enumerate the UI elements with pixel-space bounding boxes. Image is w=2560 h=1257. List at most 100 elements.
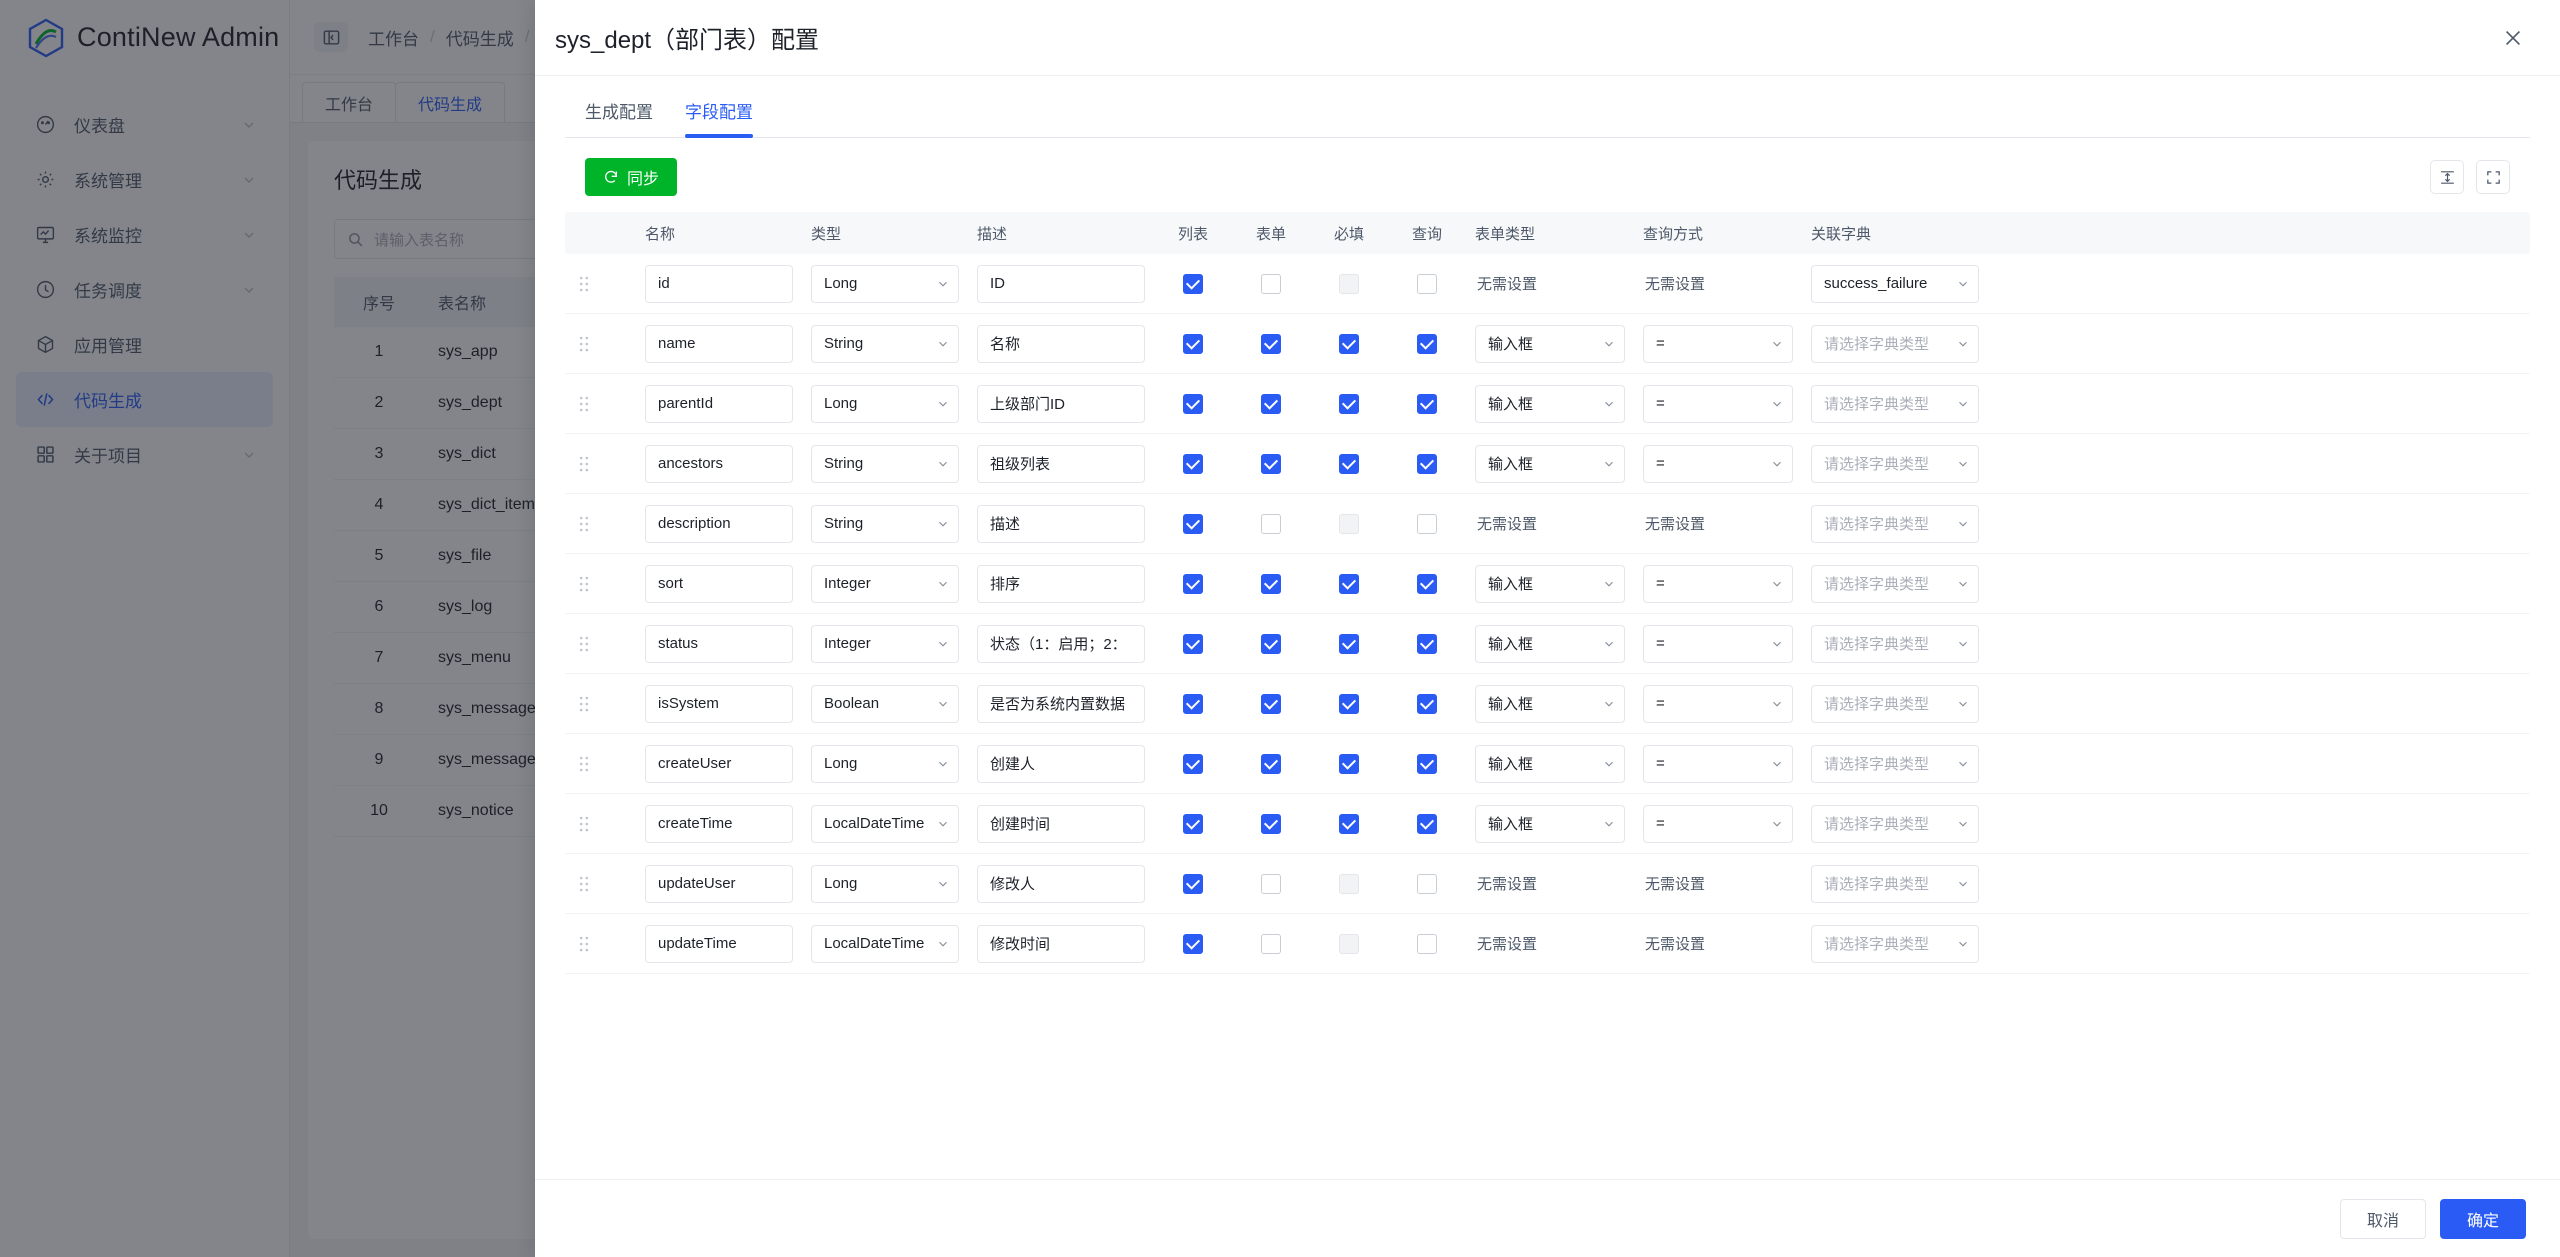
checkbox-query[interactable] bbox=[1417, 813, 1437, 834]
checkbox-form[interactable] bbox=[1261, 753, 1281, 774]
tab-generation-config[interactable]: 生成配置 bbox=[585, 103, 653, 122]
checkbox-form[interactable] bbox=[1261, 813, 1281, 834]
checkbox-list[interactable] bbox=[1183, 873, 1203, 894]
field-type-select[interactable]: LocalDateTime bbox=[811, 924, 959, 963]
checkbox-form[interactable] bbox=[1261, 393, 1281, 414]
field-name-input[interactable]: sort bbox=[645, 564, 793, 603]
checkbox-form[interactable] bbox=[1261, 933, 1281, 954]
checkbox-query[interactable] bbox=[1417, 633, 1437, 654]
dict-select[interactable]: 请选择字典类型 bbox=[1811, 384, 1979, 423]
checkbox-query[interactable] bbox=[1417, 873, 1437, 894]
field-name-input[interactable]: createUser bbox=[645, 744, 793, 783]
form-type-select[interactable]: 输入框 bbox=[1475, 324, 1625, 363]
checkbox-query[interactable] bbox=[1417, 573, 1437, 594]
drag-handle-icon[interactable] bbox=[579, 815, 593, 833]
form-type-select[interactable]: 输入框 bbox=[1475, 564, 1625, 603]
row-density-icon[interactable] bbox=[2430, 160, 2464, 194]
field-description-input[interactable]: 修改时间 bbox=[977, 924, 1145, 963]
field-type-select[interactable]: Long bbox=[811, 744, 959, 783]
checkbox-query[interactable] bbox=[1417, 693, 1437, 714]
field-type-select[interactable]: Long bbox=[811, 864, 959, 903]
checkbox-required[interactable] bbox=[1339, 333, 1359, 354]
checkbox-list[interactable] bbox=[1183, 753, 1203, 774]
form-type-select[interactable]: 输入框 bbox=[1475, 384, 1625, 423]
checkbox-query[interactable] bbox=[1417, 333, 1437, 354]
checkbox-form[interactable] bbox=[1261, 513, 1281, 534]
dict-select[interactable]: 请选择字典类型 bbox=[1811, 504, 1979, 543]
checkbox-form[interactable] bbox=[1261, 633, 1281, 654]
field-description-input[interactable]: 修改人 bbox=[977, 864, 1145, 903]
checkbox-query[interactable] bbox=[1417, 453, 1437, 474]
checkbox-form[interactable] bbox=[1261, 693, 1281, 714]
field-description-input[interactable]: 是否为系统内置数据 bbox=[977, 684, 1145, 723]
checkbox-form[interactable] bbox=[1261, 333, 1281, 354]
checkbox-list[interactable] bbox=[1183, 633, 1203, 654]
form-type-select[interactable]: 输入框 bbox=[1475, 444, 1625, 483]
field-description-input[interactable]: 排序 bbox=[977, 564, 1145, 603]
field-type-select[interactable]: String bbox=[811, 324, 959, 363]
dict-select[interactable]: 请选择字典类型 bbox=[1811, 744, 1979, 783]
field-type-select[interactable]: Integer bbox=[811, 624, 959, 663]
checkbox-list[interactable] bbox=[1183, 333, 1203, 354]
checkbox-required[interactable] bbox=[1339, 573, 1359, 594]
field-type-select[interactable]: LocalDateTime bbox=[811, 804, 959, 843]
drag-handle-icon[interactable] bbox=[579, 395, 593, 413]
field-name-input[interactable]: parentId bbox=[645, 384, 793, 423]
query-type-select[interactable]: = bbox=[1643, 804, 1793, 843]
drag-handle-icon[interactable] bbox=[579, 935, 593, 953]
close-icon[interactable] bbox=[2496, 21, 2530, 55]
checkbox-required[interactable] bbox=[1339, 633, 1359, 654]
checkbox-form[interactable] bbox=[1261, 453, 1281, 474]
field-name-input[interactable]: updateUser bbox=[645, 864, 793, 903]
checkbox-form[interactable] bbox=[1261, 573, 1281, 594]
field-name-input[interactable]: updateTime bbox=[645, 924, 793, 963]
query-type-select[interactable]: = bbox=[1643, 384, 1793, 423]
field-description-input[interactable]: 上级部门ID bbox=[977, 384, 1145, 423]
checkbox-query[interactable] bbox=[1417, 753, 1437, 774]
checkbox-list[interactable] bbox=[1183, 573, 1203, 594]
checkbox-list[interactable] bbox=[1183, 933, 1203, 954]
checkbox-required[interactable] bbox=[1339, 693, 1359, 714]
field-name-input[interactable]: status bbox=[645, 624, 793, 663]
checkbox-query[interactable] bbox=[1417, 273, 1437, 294]
field-name-input[interactable]: ancestors bbox=[645, 444, 793, 483]
checkbox-query[interactable] bbox=[1417, 393, 1437, 414]
checkbox-required[interactable] bbox=[1339, 393, 1359, 414]
query-type-select[interactable]: = bbox=[1643, 324, 1793, 363]
field-type-select[interactable]: String bbox=[811, 504, 959, 543]
field-description-input[interactable]: 状态（1：启用；2： bbox=[977, 624, 1145, 663]
form-type-select[interactable]: 输入框 bbox=[1475, 804, 1625, 843]
drag-handle-icon[interactable] bbox=[579, 335, 593, 353]
field-description-input[interactable]: 描述 bbox=[977, 504, 1145, 543]
drag-handle-icon[interactable] bbox=[579, 635, 593, 653]
drag-handle-icon[interactable] bbox=[579, 755, 593, 773]
query-type-select[interactable]: = bbox=[1643, 444, 1793, 483]
drag-handle-icon[interactable] bbox=[579, 875, 593, 893]
field-description-input[interactable]: ID bbox=[977, 264, 1145, 303]
checkbox-list[interactable] bbox=[1183, 513, 1203, 534]
field-description-input[interactable]: 创建时间 bbox=[977, 804, 1145, 843]
dict-select[interactable]: success_failure bbox=[1811, 264, 1979, 303]
checkbox-required[interactable] bbox=[1339, 453, 1359, 474]
drag-handle-icon[interactable] bbox=[579, 275, 593, 293]
checkbox-list[interactable] bbox=[1183, 693, 1203, 714]
dict-select[interactable]: 请选择字典类型 bbox=[1811, 804, 1979, 843]
checkbox-list[interactable] bbox=[1183, 393, 1203, 414]
dict-select[interactable]: 请选择字典类型 bbox=[1811, 624, 1979, 663]
checkbox-list[interactable] bbox=[1183, 273, 1203, 294]
form-type-select[interactable]: 输入框 bbox=[1475, 624, 1625, 663]
cancel-button[interactable]: 取消 bbox=[2339, 1198, 2426, 1239]
checkbox-query[interactable] bbox=[1417, 933, 1437, 954]
field-name-input[interactable]: description bbox=[645, 504, 793, 543]
dict-select[interactable]: 请选择字典类型 bbox=[1811, 864, 1979, 903]
confirm-button[interactable]: 确定 bbox=[2439, 1198, 2526, 1239]
field-type-select[interactable]: Integer bbox=[811, 564, 959, 603]
field-type-select[interactable]: Long bbox=[811, 384, 959, 423]
dict-select[interactable]: 请选择字典类型 bbox=[1811, 324, 1979, 363]
checkbox-required[interactable] bbox=[1339, 813, 1359, 834]
query-type-select[interactable]: = bbox=[1643, 744, 1793, 783]
drag-handle-icon[interactable] bbox=[579, 575, 593, 593]
fullscreen-icon[interactable] bbox=[2476, 160, 2510, 194]
dict-select[interactable]: 请选择字典类型 bbox=[1811, 924, 1979, 963]
query-type-select[interactable]: = bbox=[1643, 624, 1793, 663]
